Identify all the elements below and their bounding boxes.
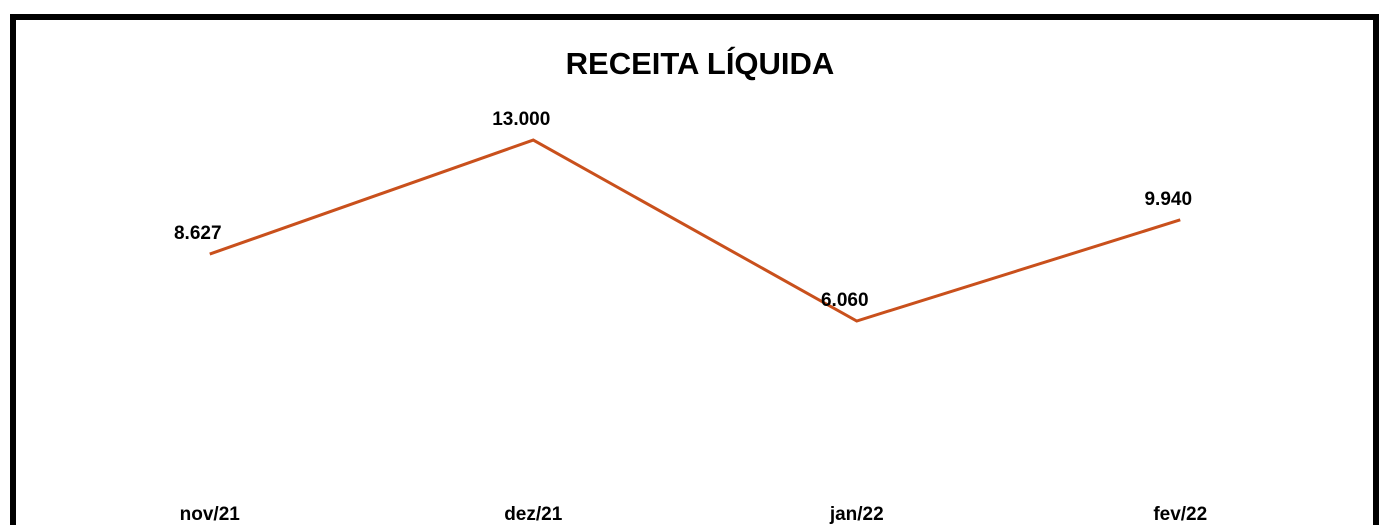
x-tick-label: fev/22: [1153, 504, 1207, 525]
x-tick-label: dez/21: [504, 504, 563, 525]
x-tick-label: jan/22: [829, 504, 884, 525]
data-label: 8.627: [174, 223, 222, 244]
chart-frame: [10, 14, 1379, 525]
data-label: 13.000: [492, 109, 550, 130]
data-label: 6.060: [821, 290, 869, 311]
x-tick-label: nov/21: [180, 504, 241, 525]
line: [209, 138, 1181, 323]
data-label: 9.940: [1144, 189, 1192, 210]
chart-title: RECEITA LÍQUIDA: [566, 46, 835, 81]
